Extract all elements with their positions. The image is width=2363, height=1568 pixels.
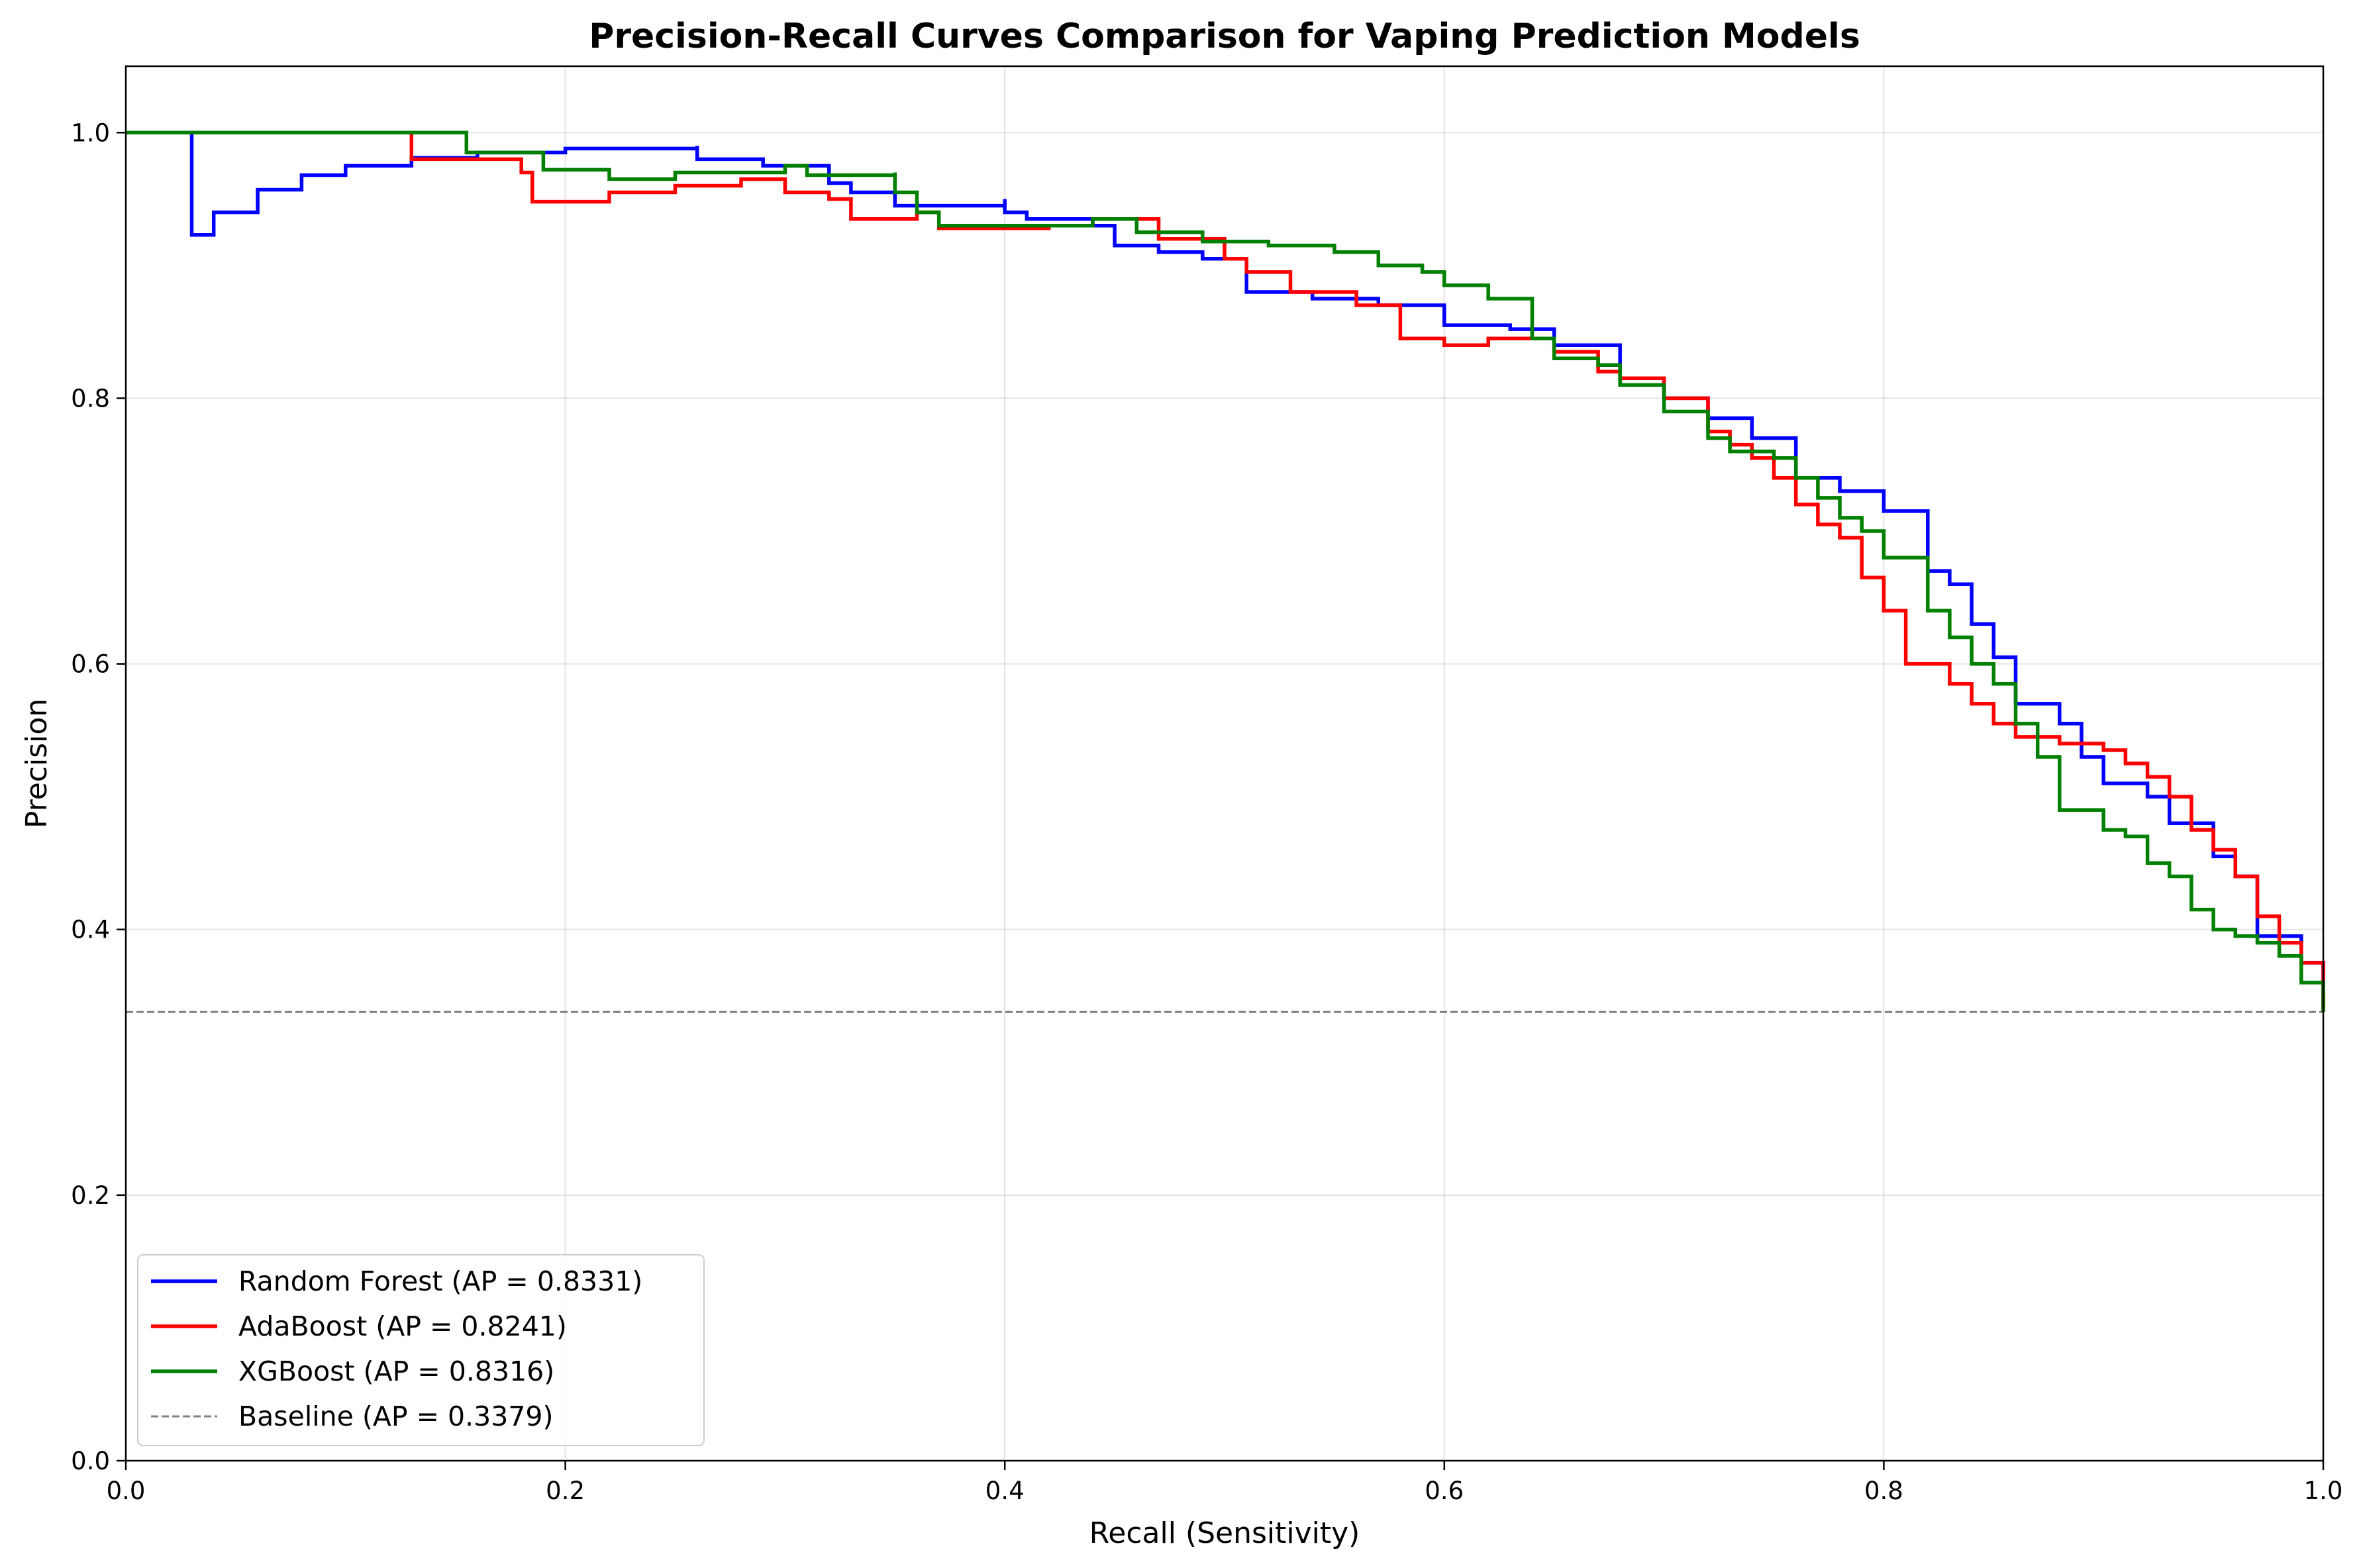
x-tick-label: 1.0 [2304, 1477, 2343, 1505]
legend-box [137, 1254, 705, 1446]
xgboost-legend-label: XGBoost (AP = 0.8316) [238, 1355, 554, 1387]
x-tick-label: 0.2 [546, 1477, 585, 1505]
chart-title: Precision-Recall Curves Comparison for V… [589, 17, 1860, 56]
x-tick-label: 0.0 [107, 1477, 146, 1505]
y-tick-label: 0.4 [71, 916, 110, 944]
x-tick-label: 0.8 [1864, 1477, 1903, 1505]
plot-frame [125, 65, 2325, 1462]
y-tick-label: 0.8 [71, 384, 110, 413]
x-tick-label: 0.6 [1425, 1477, 1464, 1505]
x-axis-ticks: 0.0 0.2 0.4 0.6 0.8 1.0 [107, 1461, 2343, 1505]
plot-area [126, 130, 2325, 1013]
baseline-legend-label: Baseline (AP = 0.3379) [238, 1400, 554, 1432]
x-axis-label: Recall (Sensitivity) [1089, 1516, 1360, 1550]
xgboost-series-line [126, 130, 2325, 1012]
y-axis-label: Precision [20, 699, 54, 828]
y-tick-label: 0.6 [71, 650, 110, 679]
grid-lines [125, 66, 2324, 1461]
adaboost-legend-label: AdaBoost (AP = 0.8241) [238, 1310, 567, 1342]
random-forest-legend-label: Random Forest (AP = 0.8331) [238, 1265, 642, 1297]
x-tick-label: 0.4 [985, 1477, 1025, 1505]
random-forest-series-line [126, 130, 2325, 1012]
y-tick-label: 0.2 [71, 1181, 110, 1210]
y-axis-ticks: 0.0 0.2 0.4 0.6 0.8 1.0 [71, 119, 126, 1475]
y-tick-label: 1.0 [71, 119, 110, 147]
legend: Random Forest (AP = 0.8331) AdaBoost (AP … [137, 1254, 705, 1446]
y-tick-label: 0.0 [71, 1447, 110, 1475]
